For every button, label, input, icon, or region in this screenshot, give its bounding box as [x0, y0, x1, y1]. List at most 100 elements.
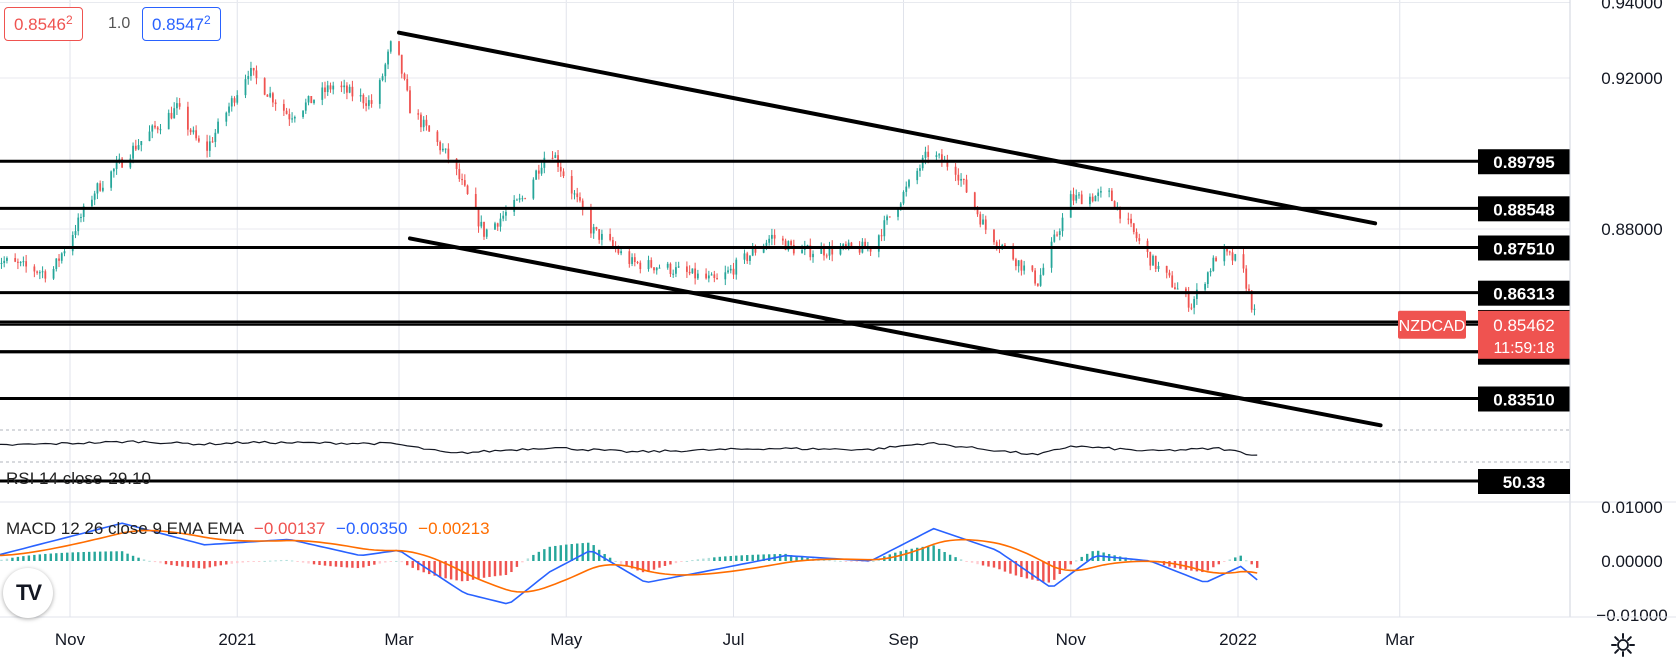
x-tick-label: Mar [384, 630, 414, 649]
candle-body [1031, 265, 1034, 271]
candle-body [252, 67, 255, 71]
macd-hist-bar [1217, 561, 1221, 565]
macd-hist-bar [970, 561, 974, 563]
settings-gear-icon[interactable] [1610, 632, 1636, 658]
ask-price: 0.8547 [152, 15, 204, 34]
level-price-tag [1478, 386, 1570, 412]
candle-body [765, 242, 768, 246]
macd-hist-bar [225, 561, 228, 565]
candle-body [825, 255, 828, 257]
rsi-level-label: 50.33 [1503, 473, 1546, 492]
candle-body [1193, 298, 1196, 308]
macd-hist-bar [296, 561, 299, 562]
macd-hist-bar [384, 561, 387, 563]
candle-body [1215, 257, 1217, 262]
candle-body [387, 51, 389, 65]
macd-hist-bar [406, 561, 409, 566]
candle-body [99, 183, 102, 191]
macd-hist-bar [729, 555, 732, 561]
channel-trendline[interactable] [407, 236, 1383, 428]
candle-body [1168, 272, 1171, 276]
candle-body [1154, 255, 1157, 269]
candle-body [562, 171, 565, 177]
candle-body [727, 270, 729, 273]
candle-body [74, 231, 77, 235]
macd-hist-bar [937, 548, 941, 561]
macd-hist-bar [504, 561, 508, 576]
rsi-legend[interactable]: RSI 14 close 29.10 [6, 469, 151, 489]
candle-body [285, 110, 288, 115]
candle-body [1075, 195, 1078, 201]
candle-body [924, 151, 927, 158]
candle-body [877, 235, 880, 252]
candle-body [686, 266, 688, 272]
macd-hist-bar [608, 557, 612, 561]
macd-tick-label: 0.01000 [1601, 498, 1662, 517]
candle-body [494, 223, 496, 230]
candle-body [823, 247, 825, 256]
macd-hist-bar [948, 554, 952, 561]
candle-body [1209, 270, 1212, 273]
macd-hist-value: −0.00137 [253, 519, 326, 538]
candle-body [688, 271, 691, 274]
macd-hist-bar [614, 560, 617, 562]
candle-body [1089, 196, 1091, 205]
symbol-tag [1398, 310, 1466, 339]
bid-price-box[interactable]: 0.85462 [4, 7, 83, 41]
macd-hist-bar [55, 553, 58, 561]
macd-hist-bar [444, 561, 447, 579]
candle-body [474, 194, 477, 209]
candle-body [611, 240, 614, 247]
candle-body [307, 96, 310, 103]
candle-body [483, 221, 485, 237]
candle-body [735, 259, 738, 275]
candle-body [675, 267, 677, 274]
candle-body [965, 179, 968, 193]
macd-hist-bar [746, 555, 749, 561]
candle-body [14, 258, 17, 262]
candle-body [1039, 274, 1042, 286]
candle-body [148, 131, 151, 142]
candle-body [639, 262, 642, 270]
macd-hist-bar [992, 561, 996, 568]
candle-body [505, 211, 507, 216]
candle-body [1069, 194, 1072, 218]
candle-body [617, 248, 620, 254]
macd-hist-bar [619, 561, 623, 564]
tradingview-logo[interactable]: TV [3, 568, 53, 618]
macd-hist-bar [510, 561, 513, 573]
price-tag-value: 0.85462 [1493, 316, 1554, 335]
candle-body [935, 155, 938, 157]
level-price-tag [1478, 280, 1570, 306]
macd-hist-bar [115, 551, 118, 561]
candle-body [954, 166, 957, 175]
macd-hist-bar [565, 544, 568, 561]
channel-trendline[interactable] [397, 30, 1378, 226]
candle-body [1223, 248, 1226, 262]
candle-body [1132, 223, 1135, 232]
level-price-label: 0.89795 [1493, 153, 1554, 172]
macd-hist-bar [274, 560, 277, 562]
candle-body [831, 246, 834, 255]
candle-body [559, 166, 562, 172]
candle-body [669, 263, 672, 275]
macd-hist-bar [455, 561, 458, 581]
candle-body [444, 148, 447, 150]
macd-hist-bar [197, 561, 201, 569]
ask-price-box[interactable]: 0.85472 [142, 7, 221, 41]
level-price-label: 0.88548 [1493, 200, 1554, 219]
candle-body [1020, 260, 1023, 271]
macd-hist-bar [373, 561, 376, 565]
macd-hist-bar [1195, 561, 1199, 572]
candle-body [1012, 245, 1015, 260]
candle-body [466, 185, 469, 195]
countdown-label: 11:59:18 [1493, 340, 1554, 357]
candle-body [17, 261, 19, 263]
candle-body [993, 229, 995, 243]
macd-hist-bar [844, 561, 848, 562]
rsi-name: RSI 14 close [6, 469, 103, 488]
macd-legend[interactable]: MACD 12 26 close 9 EMA EMA −0.00137 −0.0… [6, 519, 490, 539]
macd-hist-bar [784, 553, 787, 561]
candle-body [601, 233, 603, 240]
